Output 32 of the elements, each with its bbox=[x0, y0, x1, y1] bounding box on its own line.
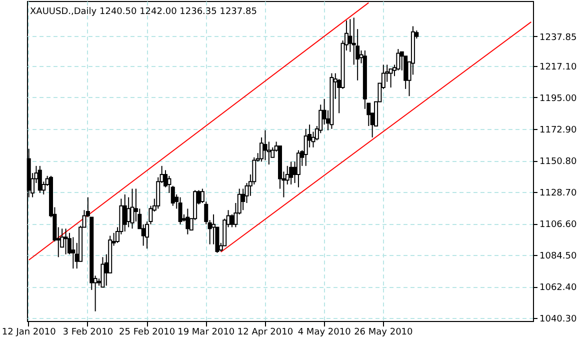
candlestick bbox=[126, 196, 131, 228]
candlestick bbox=[38, 165, 42, 194]
candlestick bbox=[296, 150, 300, 188]
x-tick-label: 26 May 2010 bbox=[354, 328, 414, 338]
x-tick-label: 19 Mar 2010 bbox=[178, 328, 235, 338]
y-tick-label: 1040.30 bbox=[540, 314, 577, 325]
candlestick bbox=[186, 208, 190, 235]
x-tick-label: 12 Jan 2010 bbox=[2, 328, 56, 338]
y-tick-label: 1195.00 bbox=[540, 94, 577, 104]
candlestick bbox=[64, 228, 68, 255]
x-tick-label: 25 Feb 2010 bbox=[119, 328, 176, 338]
candlestick bbox=[122, 194, 127, 232]
y-tick-label: 1128.70 bbox=[540, 188, 577, 198]
candlestick bbox=[263, 130, 268, 161]
y-tick-label: 1084.50 bbox=[540, 252, 577, 262]
y-tick-label: 1217.10 bbox=[540, 62, 577, 72]
candlestick bbox=[304, 128, 308, 166]
y-tick-label: 1150.80 bbox=[540, 157, 577, 167]
x-tick-label: 4 May 2010 bbox=[298, 328, 352, 338]
candlestick bbox=[388, 68, 393, 88]
y-tick-label: 1062.40 bbox=[540, 283, 577, 294]
candlestick bbox=[100, 256, 105, 288]
candlestick bbox=[130, 188, 134, 230]
y-tick-label: 1172.90 bbox=[540, 126, 577, 136]
x-tick-label: 12 Apr 2010 bbox=[237, 328, 294, 338]
candlestick bbox=[289, 161, 294, 185]
candlestick bbox=[71, 236, 76, 270]
candlestick bbox=[178, 196, 182, 225]
y-tick-label: 1237.85 bbox=[540, 32, 577, 43]
y-tick-label: 1106.60 bbox=[540, 220, 577, 230]
text: XAUUSD.,Daily 1240.50 1242.00 1236.35 1237.85 bbox=[30, 7, 257, 17]
x-tick-label: 3 Feb 2010 bbox=[62, 328, 114, 338]
